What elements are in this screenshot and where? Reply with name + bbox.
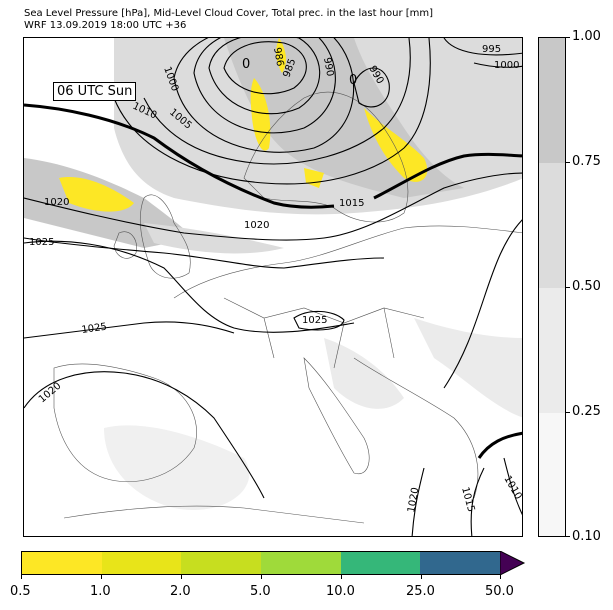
isobar-low-2 [208,38,321,115]
cloud-bar-segment [539,288,565,413]
precip-bar-segment [340,552,421,574]
coastline-africa [63,505,365,524]
isobar-norway-low [353,67,390,108]
isobar-label: 1025 [81,322,108,336]
isobar-1025-south [24,321,235,339]
isobar-label: 1020 [44,197,69,208]
precip-colorbar-extend-arrow [500,551,526,575]
coastline-iberia [53,363,197,483]
forecast-time-label: 06 UTC Sun [53,82,137,101]
isobar-label: 0 [242,57,250,72]
cloud-tick-label: 0.75 [572,154,601,169]
map-title-line-1: Sea Level Pressure [hPa], Mid-Level Clou… [24,8,434,19]
isobar-1015-se [470,467,485,536]
precip-tick-label: 2.0 [170,584,191,599]
isobar-1005 [143,38,411,165]
isobar-label: 1010 [501,474,523,502]
front-lines [24,103,522,459]
precipitation-layer [59,38,428,212]
map-panel: 0 0 985 990 986 995 990 1000 1005 1010 1… [23,37,523,537]
cloud-bar-segment [539,413,565,536]
precip-tick-label: 50.0 [485,584,514,599]
cloud-cover-colorbar [538,37,566,537]
precip-tick-label: 1.0 [90,584,111,599]
precip-area-scotland [276,38,286,73]
precip-tick-label: 0.5 [10,584,31,599]
isobar-label: 995 [482,44,501,55]
cloud-bar-segment [539,163,565,288]
map-title-line-2: WRF 13.09.2019 18:00 UTC +36 [24,20,187,31]
isobar-label: 986 [271,47,285,68]
front-line-east [373,152,522,200]
coastline-britain [139,194,191,279]
precip-area-atlantic [59,177,134,212]
isobar-low-3 [193,38,336,134]
coastlines-and-borders [53,91,522,524]
precip-bar-segment [101,552,182,574]
isobar-low-1 [223,41,307,95]
precip-bar-segment [420,552,500,574]
isobar-1020-south [24,371,265,499]
isobar-label: 1025 [302,315,327,326]
coastline-continent [173,225,522,299]
isobar-1020-se [411,467,425,536]
cloud-bar-segment [539,38,565,163]
isobar-1015 [24,172,522,241]
isobar-1020-east [443,219,522,389]
precip-tick-label: 10.0 [326,584,355,599]
precip-area-sweden [364,108,428,182]
isobar-label: 1015 [459,486,476,513]
precipitation-colorbar [21,551,501,575]
coastline-ireland [113,231,137,259]
isobar-1000-east [473,62,522,68]
isobar-label: 1020 [406,487,421,514]
cloud-tick-label: 0.25 [572,404,601,419]
isobar-1025-loop [293,310,345,331]
isobars [24,38,522,536]
cloud-tick-label: 1.00 [572,29,601,44]
cloud-cover-balkans [324,338,404,409]
isobar-label: 1025 [29,237,54,248]
cloud-cover-south [104,425,250,510]
isobar-label: 0 [349,73,357,88]
cloud-tick-label: 0.50 [572,279,601,294]
coastline-balkans [353,357,479,499]
weather-map: 0 0 985 990 986 995 990 1000 1005 1010 1… [24,38,523,536]
cloud-cover-layer [24,38,522,510]
coastline-italy [303,357,370,475]
isobar-1010 [113,38,431,185]
isobar-1020-west [24,237,385,269]
isobar-995 [443,38,522,56]
precip-bar-segment [22,552,102,574]
isobar-low-4 [173,38,355,153]
isobar-label: 1015 [339,198,364,209]
isobar-1025-west [24,240,355,333]
precip-tick-label: 25.0 [406,584,435,599]
borders-central [223,297,425,369]
front-line-southeast [477,431,522,459]
cloud-cover-east [414,318,522,418]
precip-bar-segment [261,552,341,574]
cloud-tick-label: 0.10 [572,529,601,544]
isobar-label: 990 [321,57,335,78]
precip-tick-label: 5.0 [250,584,271,599]
precip-bar-segment [181,552,262,574]
isobar-1010-se [503,457,522,516]
isobar-label: 1020 [244,220,269,231]
front-line-main [24,103,335,209]
isobar-label: 1000 [494,60,519,71]
